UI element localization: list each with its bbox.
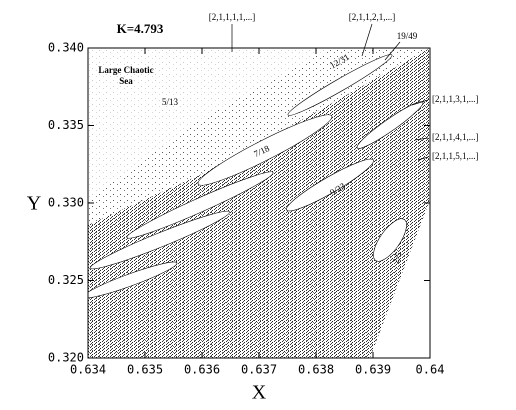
y-tick-label: 0.320 [48, 351, 84, 365]
x-tick-label: 0.64 [416, 363, 445, 377]
point-cloud-texture [88, 48, 430, 358]
annotation: [2,1,1,2,1,...] [349, 12, 396, 22]
annotation: [2,1,1,4,1,...] [432, 132, 479, 142]
annotation: [2,1,1,3,1,...] [432, 94, 479, 104]
y-tick-label: 0.335 [48, 118, 84, 132]
x-axis-label: X [252, 382, 267, 404]
x-tick-label: 0.637 [241, 363, 277, 377]
annotation: [2,1,1,5,1,...] [432, 151, 479, 161]
x-tick-label: 0.634 [70, 363, 106, 377]
leader-lines [231, 23, 429, 161]
region-label: Sea [119, 76, 133, 86]
x-tick-label: 0.638 [298, 363, 334, 377]
y-axis-label: Y [27, 193, 41, 215]
x-tick-label: 0.639 [355, 363, 391, 377]
island-label: 2/5 [390, 250, 404, 265]
y-tick-label: 0.330 [48, 196, 84, 210]
region-label: Large Chaotic [98, 65, 153, 75]
chart-title: K=4.793 [117, 21, 164, 36]
island-label: 5/13 [162, 97, 179, 107]
x-tick-label: 0.635 [127, 363, 163, 377]
x-tick-label: 0.636 [184, 363, 220, 377]
annotation: 19/49 [397, 31, 418, 41]
y-tick-label: 0.325 [48, 273, 84, 287]
annotation: [2,1,1,1,1,...] [209, 12, 256, 22]
y-tick-label: 0.340 [48, 41, 84, 55]
